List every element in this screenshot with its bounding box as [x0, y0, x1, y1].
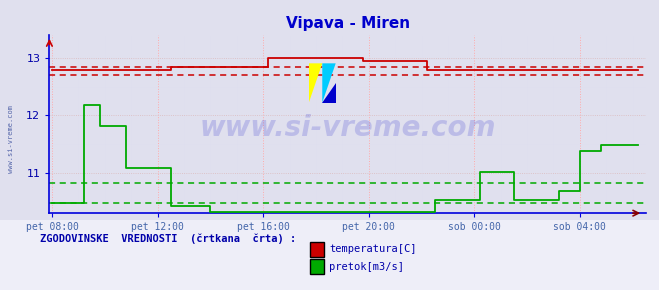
Text: temperatura[C]: temperatura[C] [330, 244, 417, 254]
Text: www.si-vreme.com: www.si-vreme.com [8, 105, 14, 173]
Text: www.si-vreme.com: www.si-vreme.com [200, 114, 496, 142]
Text: ZGODOVINSKE  VREDNOSTI  (črtkana  črta) :: ZGODOVINSKE VREDNOSTI (črtkana črta) : [40, 234, 296, 244]
Title: Vipava - Miren: Vipava - Miren [285, 16, 410, 31]
Text: pretok[m3/s]: pretok[m3/s] [330, 262, 405, 272]
